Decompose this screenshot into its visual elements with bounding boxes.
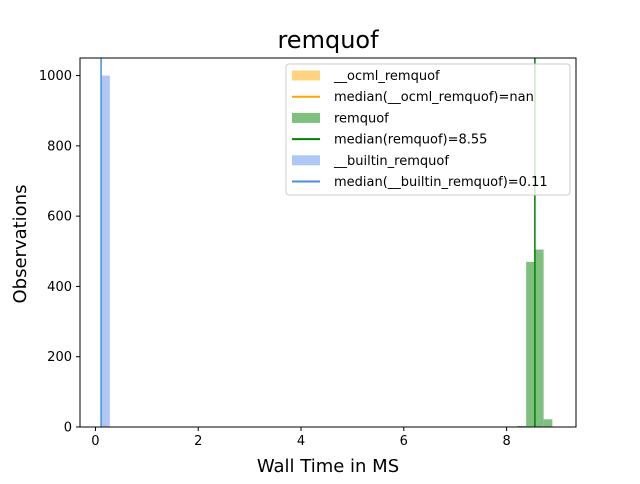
histogram-bar: [534, 249, 544, 427]
chart-title: remquof: [277, 26, 379, 54]
y-axis-label: Observations: [10, 185, 31, 304]
y-tick-label: 0: [64, 421, 72, 436]
legend-label: __ocml_remquof: [333, 69, 440, 84]
x-tick-label: 4: [297, 434, 305, 449]
y-tick-label: 400: [47, 280, 72, 295]
histogram-bar: [517, 425, 527, 427]
y-tick-label: 1000: [39, 69, 72, 84]
y-tick-label: 600: [47, 210, 72, 225]
x-tick-label: 8: [502, 434, 510, 449]
histogram-bar: [101, 75, 110, 428]
legend-label: __builtin_remquof: [333, 154, 449, 169]
bars-layer: [101, 75, 553, 428]
x-tick-label: 0: [91, 434, 99, 449]
legend: __ocml_remquof median(__ocml_remquof)=nan…: [285, 63, 571, 196]
legend-label: remquof: [334, 111, 389, 126]
ticks-layer: 0 2 4 6 8 0 200 400 600 800 1000: [39, 69, 511, 449]
legend-swatch: [292, 155, 320, 166]
y-tick-label: 800: [47, 139, 72, 154]
legend-swatch: [292, 112, 320, 123]
legend-label: median(__builtin_remquof)=0.11: [334, 175, 548, 190]
x-tick-label: 2: [194, 434, 202, 449]
legend-box: [285, 63, 571, 196]
x-tick-label: 6: [400, 434, 408, 449]
histogram-bar: [543, 419, 553, 427]
x-axis-label: Wall Time in MS: [257, 456, 399, 477]
histogram-bar: [526, 261, 535, 427]
plot-frame: [79, 57, 577, 428]
legend-label: median(__ocml_remquof)=nan: [334, 90, 534, 105]
legend-swatch: [292, 70, 320, 81]
y-tick-label: 200: [47, 350, 72, 365]
legend-label: median(remquof)=8.55: [334, 133, 487, 148]
